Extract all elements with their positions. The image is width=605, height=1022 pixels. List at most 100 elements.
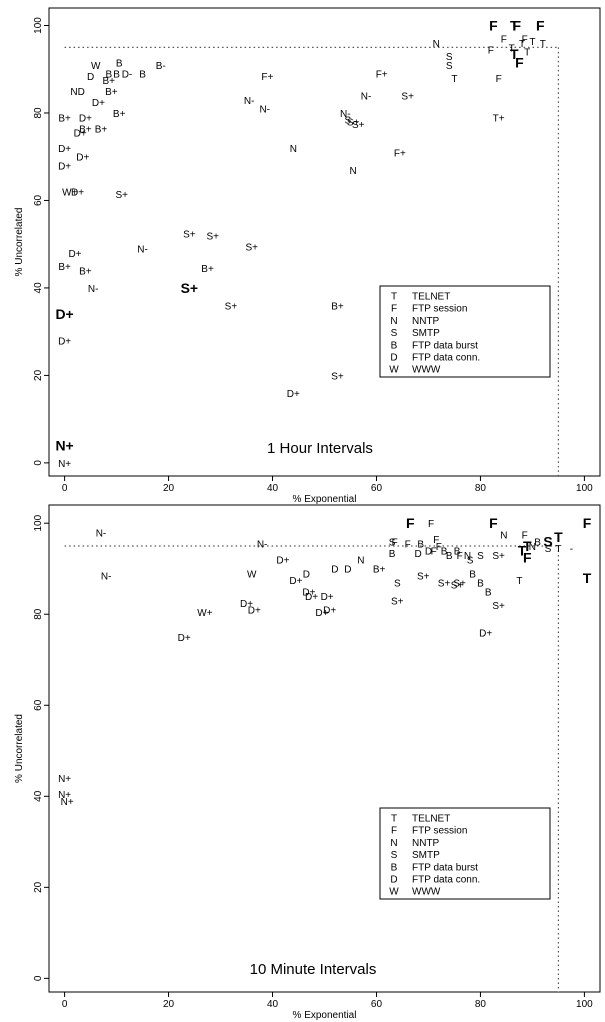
- x-tick-label: 60: [371, 483, 383, 494]
- legend-symbol: B: [391, 862, 398, 873]
- legend-label: WWW: [412, 365, 441, 376]
- data-point-f: F: [457, 551, 463, 562]
- data-point-f: F: [488, 46, 494, 57]
- data-point-dplus: D+: [178, 633, 191, 644]
- data-point-nminus: N-: [88, 284, 99, 295]
- data-point-dplus: D+: [479, 628, 492, 639]
- data-point-b: B: [477, 578, 484, 589]
- data-point-t: T: [583, 570, 592, 586]
- data-point-splus: S+: [417, 572, 430, 583]
- y-axis-label: % Uncorrelated: [14, 208, 25, 277]
- data-point-nminus: N-: [96, 528, 107, 539]
- data-point-bplus: B+: [58, 262, 71, 273]
- data-point-splus: S+: [225, 301, 238, 312]
- x-tick-label: 80: [475, 999, 487, 1010]
- legend-label: FTP session: [412, 304, 467, 315]
- data-point-b: B: [389, 549, 396, 560]
- y-tick-label: 20: [33, 881, 44, 893]
- data-point-splus: S+: [116, 190, 129, 201]
- data-point-n: N: [349, 166, 356, 177]
- data-point-s: S: [467, 556, 474, 567]
- data-point-f: F: [522, 35, 528, 46]
- data-point-t: T: [518, 543, 527, 559]
- data-point-t: T: [516, 576, 522, 587]
- legend-symbol: W: [389, 887, 399, 898]
- data-point-dplus: D+: [248, 606, 261, 617]
- x-tick-label: 20: [163, 483, 175, 494]
- legend-label: TELNET: [412, 814, 450, 825]
- data-point-d: D: [87, 72, 94, 83]
- x-tick-label: 100: [576, 483, 593, 494]
- data-point-b: B: [534, 537, 541, 548]
- data-point-nminus: N-: [361, 91, 372, 102]
- data-point-splus: S+: [347, 118, 360, 129]
- data-point-nminus: N-: [259, 105, 270, 116]
- data-point-nplus: N+: [58, 790, 71, 801]
- legend-symbol: T: [391, 292, 397, 303]
- data-point-dplus: D+: [58, 336, 71, 347]
- data-point-dminus: D-: [122, 70, 133, 81]
- y-tick-label: 60: [33, 699, 44, 711]
- data-point-nplus: N+: [58, 774, 71, 785]
- data-point-splus: S+: [401, 91, 414, 102]
- data-point-w: W: [247, 569, 257, 580]
- data-point-t: T: [555, 544, 561, 555]
- data-point-b: B: [105, 70, 112, 81]
- y-tick-label: 0: [33, 460, 44, 466]
- data-point-fplus: F+: [394, 148, 406, 159]
- data-point-minus: -: [570, 544, 573, 555]
- data-point-splus: S+: [181, 280, 199, 296]
- data-point-bplus: B+: [331, 301, 344, 312]
- data-point-b: B: [417, 540, 424, 551]
- data-point-f: F: [436, 542, 442, 553]
- x-tick-label: 20: [163, 999, 175, 1010]
- data-point-b: B: [469, 569, 476, 580]
- data-point-bplus: B+: [58, 113, 71, 124]
- data-point-dplus: D+: [287, 389, 300, 400]
- data-point-t: T: [540, 39, 546, 50]
- data-point-d: D: [344, 565, 351, 576]
- data-point-splus: S+: [453, 578, 466, 589]
- legend-symbol: S: [391, 850, 398, 861]
- data-point-dplus: D+: [276, 556, 289, 567]
- data-point-splus: S+: [391, 597, 404, 608]
- legend-symbol: N: [390, 316, 397, 327]
- data-point-bplus: B+: [79, 266, 92, 277]
- legend-label: SMTP: [412, 850, 440, 861]
- data-point-f: F: [496, 74, 502, 85]
- data-point-f: F: [406, 515, 415, 531]
- data-point-s: S: [545, 544, 552, 555]
- data-point-b: B: [113, 70, 120, 81]
- plot-frame: [48, 7, 601, 477]
- legend-label: NNTP: [412, 838, 440, 849]
- data-point-d: D: [414, 549, 421, 560]
- data-point-f: F: [428, 519, 434, 530]
- data-point-f: F: [433, 535, 439, 546]
- data-point-nminus: N-: [101, 572, 112, 583]
- legend-symbol: D: [390, 353, 397, 364]
- data-point-bplus: B+: [201, 264, 214, 275]
- legend-label: WWW: [412, 887, 441, 898]
- legend-symbol: F: [391, 826, 397, 837]
- data-point-b: B: [454, 547, 461, 558]
- data-point-n: N: [529, 542, 536, 553]
- data-point-f: F: [405, 540, 411, 551]
- data-point-nd: ND: [70, 87, 84, 98]
- data-point-dplus: D+: [289, 576, 302, 587]
- data-point-bplus: B+: [103, 76, 116, 87]
- data-point-splus: S+: [438, 578, 451, 589]
- data-point-f: F: [515, 55, 524, 71]
- legend-label: FTP session: [412, 826, 467, 837]
- data-point-f: F: [489, 515, 498, 531]
- legend-symbol: D: [390, 875, 397, 886]
- data-point-t: T: [524, 48, 530, 59]
- data-point-splus: S+: [183, 229, 196, 240]
- data-point-s: S: [345, 116, 352, 127]
- data-point-dplus: D+: [58, 161, 71, 172]
- data-point-bplus: B+: [79, 124, 92, 135]
- data-point-t: T: [519, 39, 525, 50]
- data-point-bplus: B+: [113, 109, 126, 120]
- data-point-dplus: D+: [305, 592, 318, 603]
- y-tick-label: 20: [33, 369, 44, 381]
- data-point-dplus: D+: [323, 606, 336, 617]
